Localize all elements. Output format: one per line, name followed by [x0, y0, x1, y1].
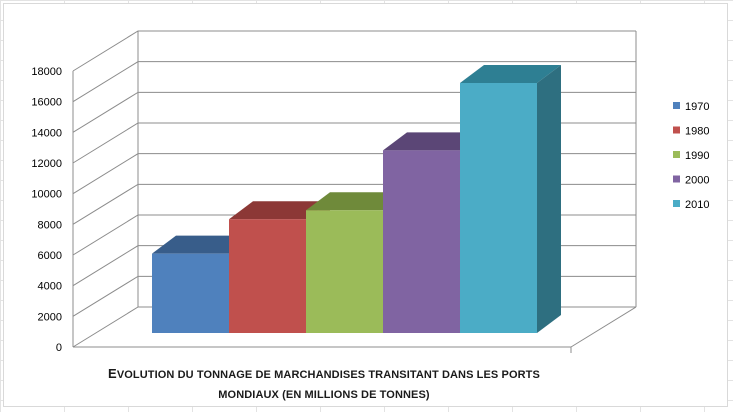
legend-swatch-1980 [673, 126, 680, 134]
bar-2000 [383, 150, 460, 333]
bar-top-1990 [306, 192, 407, 211]
bar-top-1980 [229, 201, 330, 220]
legend-label-2010: 2010 [685, 199, 709, 211]
y-tick-label: 2000 [38, 311, 62, 323]
legend-swatch-2000 [673, 175, 680, 183]
y-tick-label: 8000 [38, 219, 62, 231]
bar-top-1970 [152, 235, 253, 254]
chart-canvas: 0 2000 4000 6000 8000 10000 12000 14000 16000 180… [31, 30, 709, 354]
y-tick-label: 10000 [31, 189, 62, 201]
chart-area[interactable]: 0 2000 4000 6000 8000 10000 12000 14000 16000 180… [3, 3, 728, 407]
chart-title-line-2: MONDIAUX (EN MILLIONS DE TONNES) [218, 389, 430, 401]
bar-2010 [460, 83, 537, 333]
y-tick-label: 18000 [31, 66, 62, 78]
legend-label-1990: 1990 [685, 150, 709, 162]
y-tick-label: 6000 [38, 250, 62, 262]
legend-label-1970: 1970 [685, 101, 709, 113]
y-tick-label: 14000 [31, 127, 62, 139]
legend-label-1980: 1980 [685, 126, 709, 138]
y-tick-label: 0 [56, 342, 62, 354]
bar-top-2000 [383, 132, 484, 151]
bar-1980 [229, 219, 306, 333]
chart-title-line-1: EVOLUTION DU TONNAGE DE MARCHANDISES TRA… [108, 366, 540, 381]
y-tick-label: 16000 [31, 97, 62, 109]
bar-1990 [306, 210, 383, 333]
bar-top-2010 [460, 65, 561, 83]
chart-title: EVOLUTION DU TONNAGE DE MARCHANDISES TRA… [64, 364, 584, 405]
floor-right-edge [570, 306, 637, 348]
legend-swatch-1970 [673, 102, 680, 109]
legend-swatch-2010 [673, 200, 680, 207]
legend-label-2000: 2000 [685, 175, 709, 187]
legend-swatch-1990 [673, 151, 680, 158]
y-tick-label: 12000 [31, 158, 62, 170]
bar-1970 [152, 253, 229, 333]
bar-side-2010 [537, 65, 561, 333]
y-tick-label: 4000 [38, 281, 62, 293]
